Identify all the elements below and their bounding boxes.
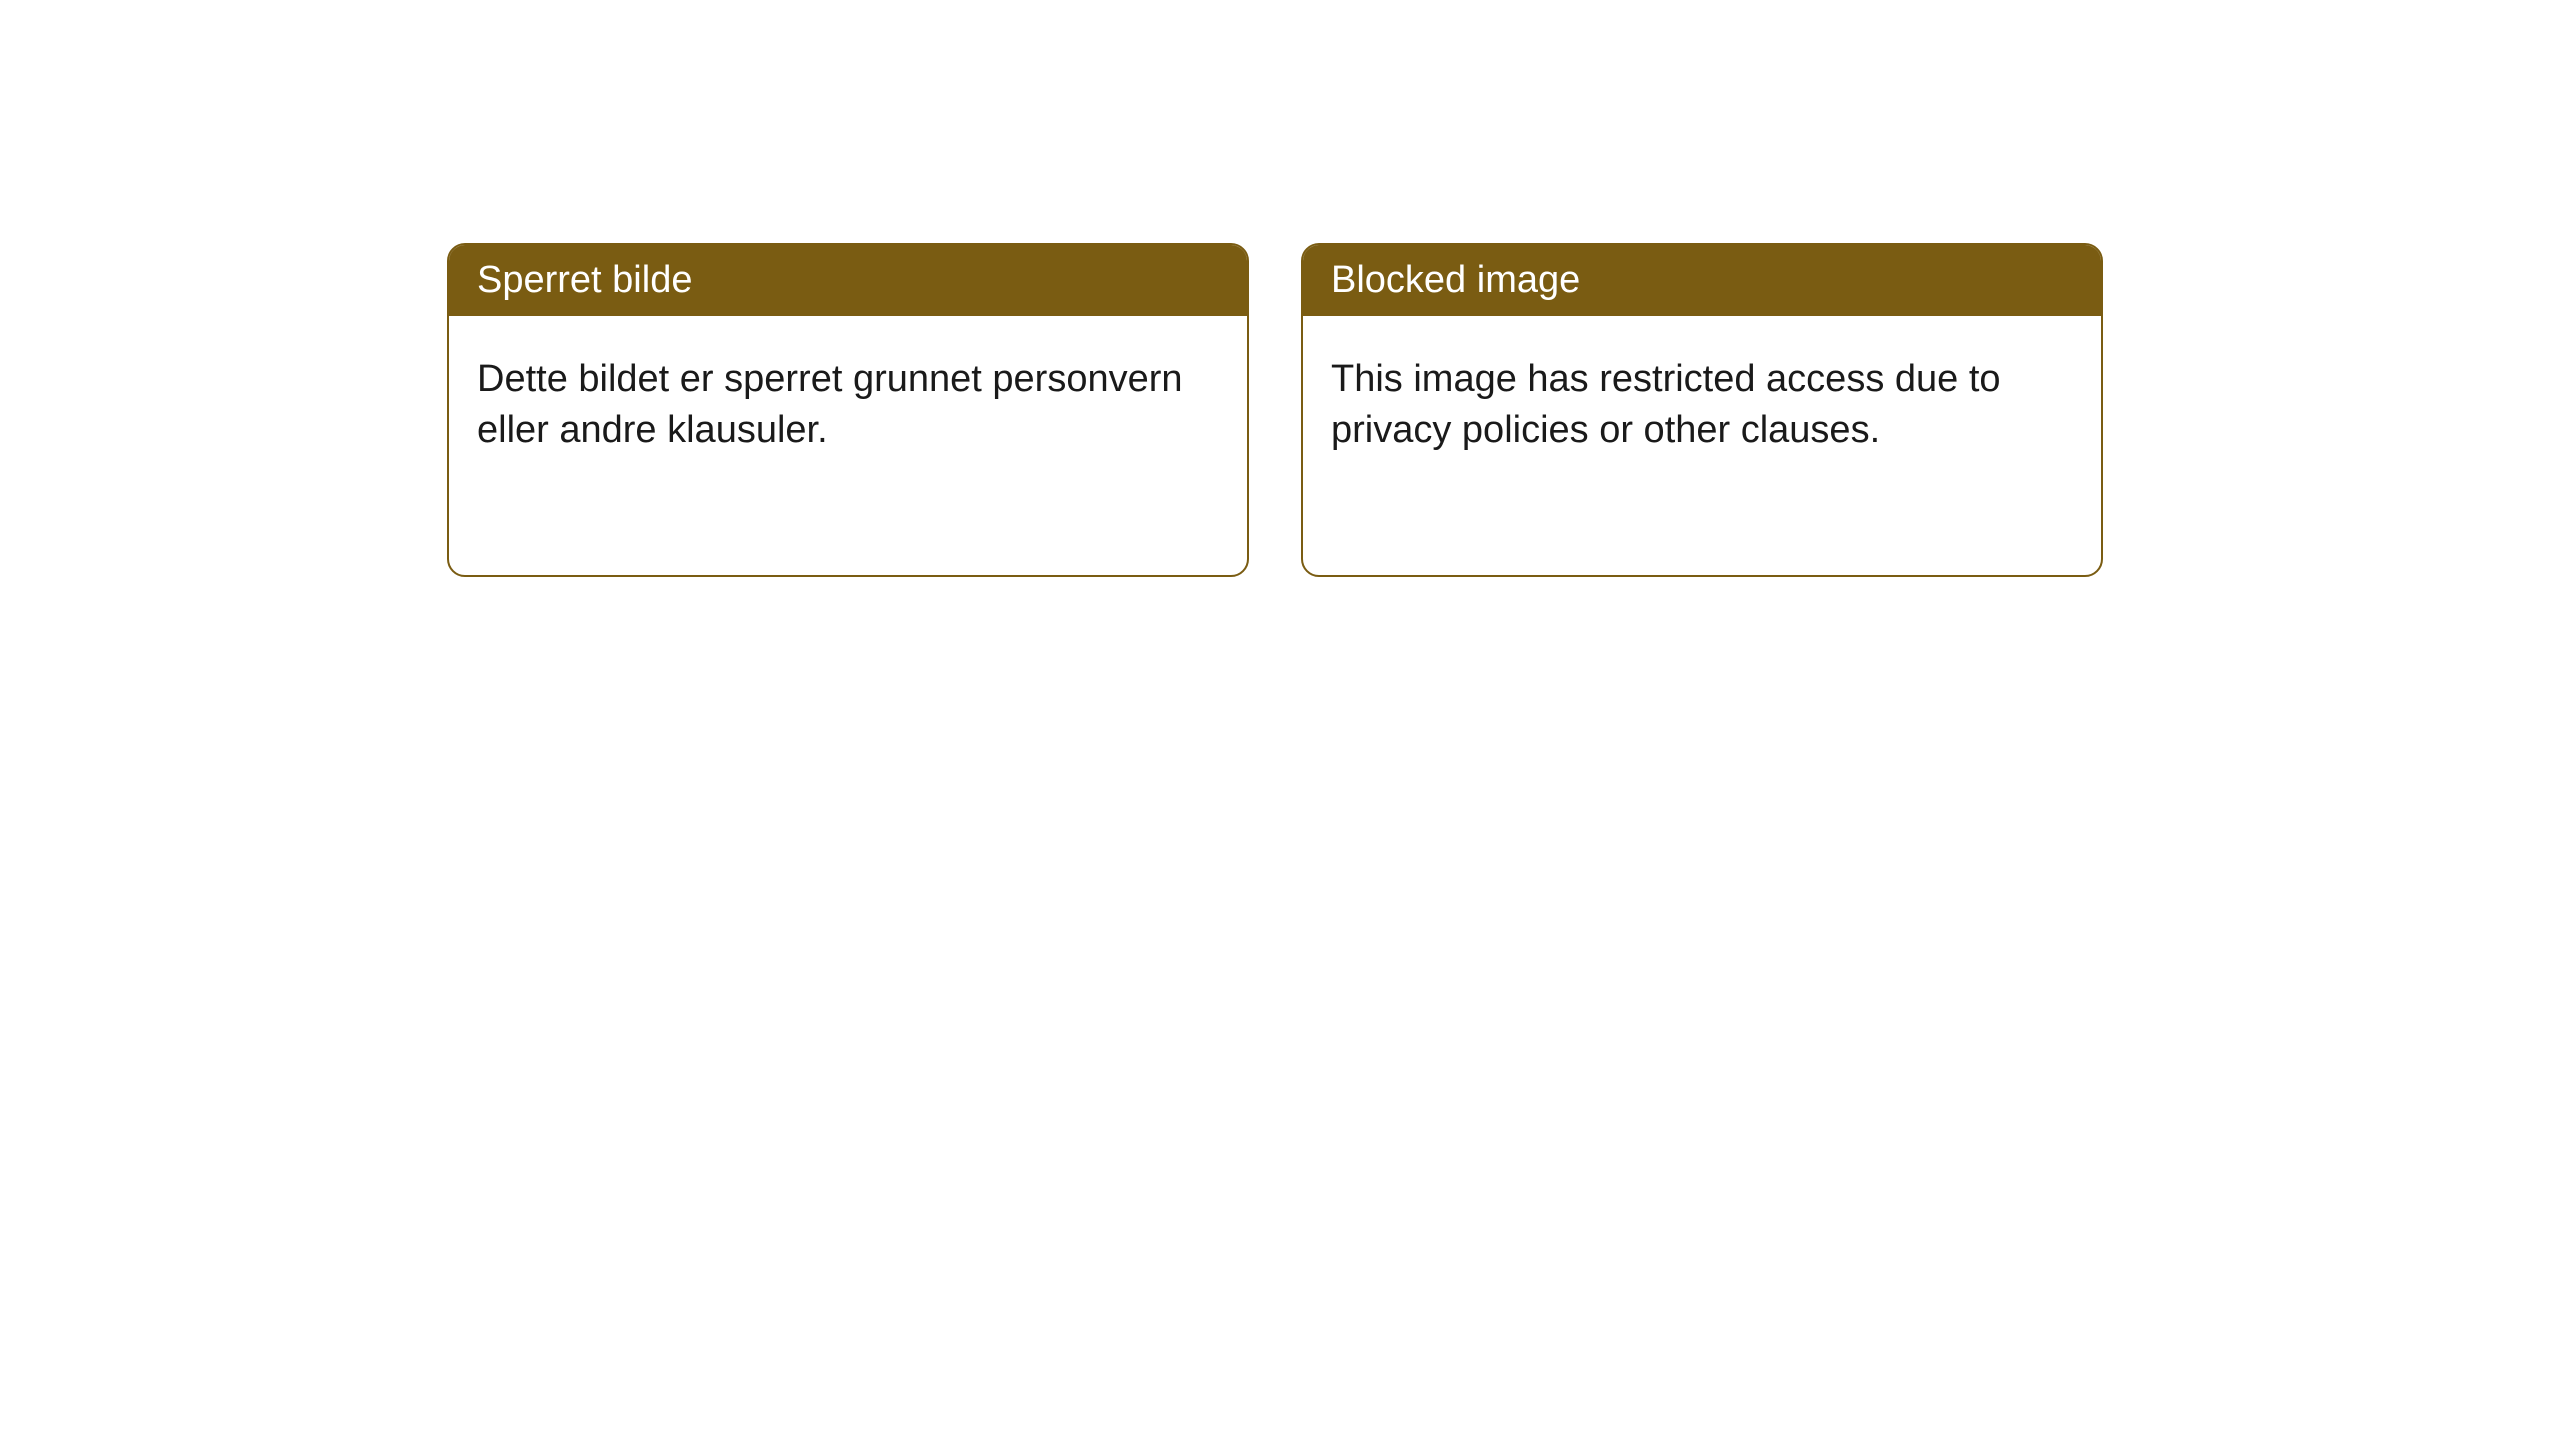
notice-card-english: Blocked image This image has restricted … xyxy=(1301,243,2103,577)
notice-body-norwegian: Dette bildet er sperret grunnet personve… xyxy=(449,316,1247,495)
notice-title-english: Blocked image xyxy=(1303,245,2101,316)
notice-body-english: This image has restricted access due to … xyxy=(1303,316,2101,495)
notice-title-norwegian: Sperret bilde xyxy=(449,245,1247,316)
notice-card-norwegian: Sperret bilde Dette bildet er sperret gr… xyxy=(447,243,1249,577)
notice-container: Sperret bilde Dette bildet er sperret gr… xyxy=(447,243,2103,577)
